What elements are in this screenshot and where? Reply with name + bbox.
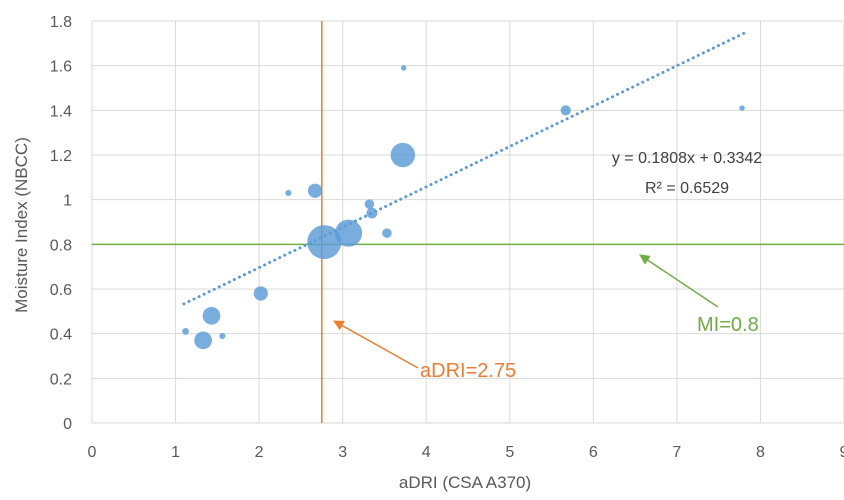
chart-trendline (182, 31, 746, 306)
adri-arrow (333, 320, 419, 369)
data-point-bubble (285, 189, 292, 197)
trendline-r-squared: R² = 0.6529 (645, 180, 729, 197)
trendline (182, 31, 746, 306)
y-tick-label: 1.6 (50, 59, 72, 76)
x-tick-label: 7 (672, 444, 681, 461)
data-point-bubble (307, 183, 323, 198)
data-point-bubble (390, 142, 416, 168)
y-axis-title: Moisture Index (NBCC) (12, 137, 31, 313)
data-point-bubble (334, 219, 363, 247)
y-tick-label: 0.2 (50, 371, 72, 388)
data-point-bubble (219, 332, 226, 339)
data-point-bubble (382, 228, 392, 238)
y-tick-label: 1 (63, 193, 72, 210)
y-tick-label: 1.8 (50, 14, 72, 31)
y-tick-label: 0.4 (50, 327, 72, 344)
adri-callout-label: aDRI=2.75 (420, 360, 516, 382)
chart-reference-lines (92, 21, 844, 423)
x-tick-label: 5 (505, 444, 514, 461)
chart-annotations: y = 0.1808x + 0.3342 R² = 0.6529 aDRI=2.… (333, 150, 762, 382)
data-point-bubble (366, 207, 378, 219)
x-tick-label: 0 (88, 444, 97, 461)
data-point-bubble (307, 225, 342, 260)
trendline-equation: y = 0.1808x + 0.3342 (612, 150, 762, 167)
y-tick-label: 1.2 (50, 148, 72, 165)
x-tick-label: 8 (756, 444, 765, 461)
data-point-bubble (364, 199, 375, 209)
x-tick-label: 1 (171, 444, 180, 461)
x-tick-label: 6 (589, 444, 598, 461)
mi-arrow (639, 254, 719, 308)
x-tick-label: 9 (840, 444, 844, 461)
y-tick-label: 0.6 (50, 282, 72, 299)
y-tick-label: 1.4 (50, 103, 72, 120)
data-point-bubble (400, 65, 407, 71)
x-tick-label: 2 (255, 444, 264, 461)
data-point-bubble (253, 286, 268, 301)
y-tick-label: 0 (63, 416, 72, 433)
y-tick-label: 0.8 (50, 237, 72, 254)
data-point-bubble (202, 306, 221, 325)
x-tick-label: 3 (338, 444, 347, 461)
chart-data-points (182, 65, 745, 350)
chart-tick-labels: 0 0.2 0.4 0.6 0.8 1 1.2 1.4 1.6 1.8 0 1 2 3 4 5 6 7 8 9 (50, 14, 844, 461)
data-point-bubble (194, 331, 212, 350)
data-point-bubble (739, 105, 745, 111)
mi-callout-label: MI=0.8 (697, 314, 759, 336)
x-tick-label: 4 (422, 444, 431, 461)
data-point-bubble (182, 328, 189, 335)
x-axis-title: aDRI (CSA A370) (399, 473, 531, 492)
data-point-bubble (560, 105, 571, 116)
